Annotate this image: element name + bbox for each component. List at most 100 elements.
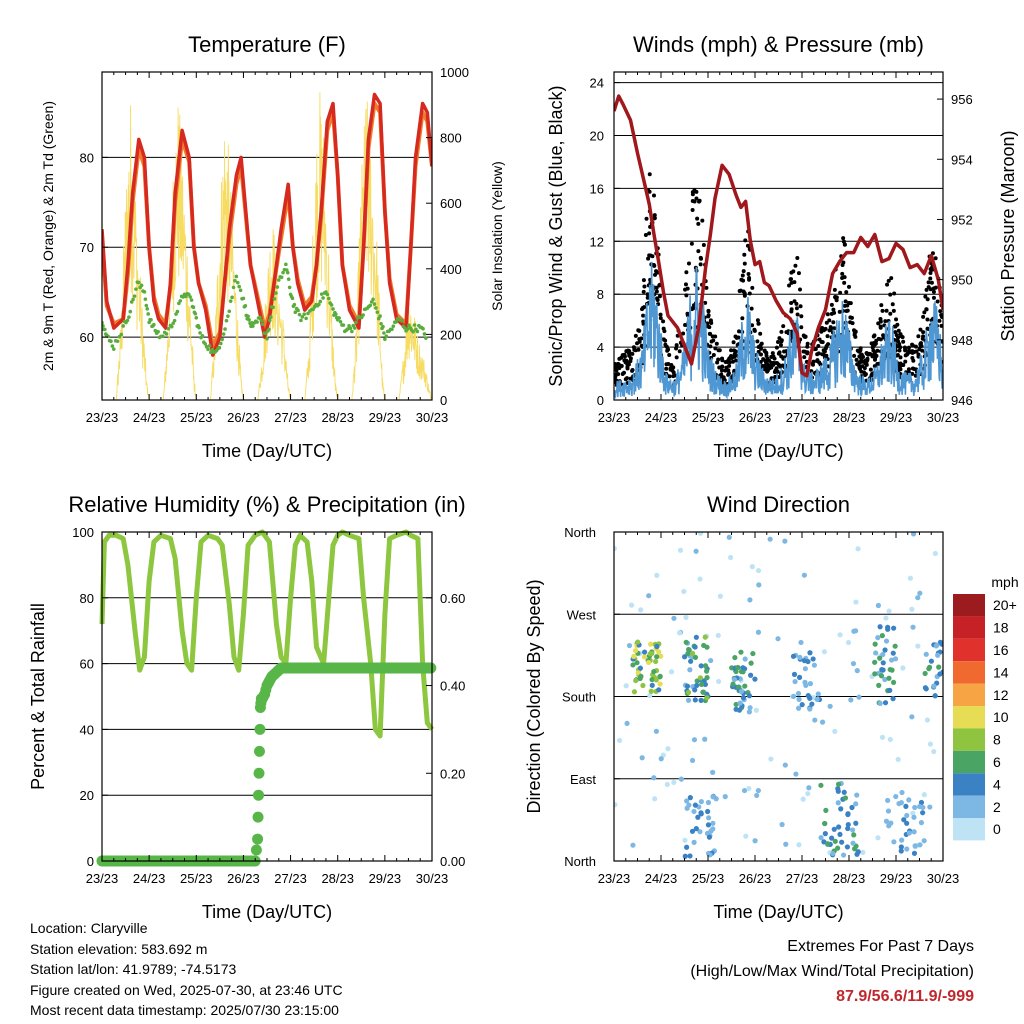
direction-point — [626, 642, 633, 649]
y-axis-label-right: Solar Insolation (Yellow) — [489, 161, 505, 311]
direction-point — [708, 657, 714, 664]
direction-point — [836, 824, 842, 830]
panel-temperature: Temperature (F) Time (Day/UTC) 23/23 24/23 2… — [40, 32, 505, 461]
gust-point — [742, 252, 747, 257]
direction-point — [821, 820, 828, 827]
dewpoint-point — [334, 312, 338, 317]
gust-point — [714, 341, 719, 346]
gust-point — [815, 359, 820, 364]
gust-point — [730, 359, 735, 364]
direction-point — [685, 651, 691, 657]
direction-point — [738, 688, 744, 695]
gust-point — [799, 325, 804, 330]
direction-point — [895, 756, 901, 763]
direction-point — [651, 775, 657, 781]
direction-point — [715, 632, 721, 639]
gust-point — [758, 359, 763, 364]
x-axis-label: Time (Day/UTC) — [713, 902, 843, 922]
dewpoint-point — [306, 311, 310, 316]
dewpoint-point — [368, 303, 373, 308]
panel-winds: Winds (mph) & Pressure (mb) Time (Day/UTC… — [546, 32, 1018, 461]
gust-point — [903, 359, 908, 364]
dewpoint-point — [204, 344, 209, 349]
gust-point — [781, 324, 786, 329]
dewpoint-point — [246, 314, 250, 319]
gust-point — [794, 301, 799, 306]
gust-point — [779, 354, 784, 359]
gust-point — [630, 368, 635, 373]
direction-point — [645, 659, 652, 666]
direction-point — [837, 831, 843, 838]
gust-point — [935, 299, 940, 304]
chart-title: Relative Humidity (%) & Precipitation (i… — [68, 492, 465, 517]
direction-point — [616, 737, 623, 744]
gust-point — [870, 371, 875, 376]
gust-point — [901, 363, 906, 368]
direction-point — [697, 829, 703, 835]
direction-point — [835, 781, 842, 787]
dewpoint-point — [258, 315, 262, 320]
direction-point — [877, 655, 883, 661]
direction-point — [911, 850, 918, 856]
direction-point — [750, 650, 756, 657]
gust-point — [831, 320, 836, 325]
y2-tick-label: 948 — [951, 333, 973, 348]
gust-point — [614, 363, 617, 368]
gust-point — [755, 339, 760, 344]
direction-point — [654, 572, 660, 578]
gust-point — [900, 335, 905, 340]
dewpoint-point — [422, 332, 427, 336]
direction-point — [692, 644, 698, 650]
gust-point — [759, 352, 764, 357]
direction-point — [851, 832, 857, 838]
direction-point — [654, 654, 660, 660]
gust-point — [616, 372, 621, 377]
direction-point — [796, 705, 802, 711]
y2-tick-label: 1000 — [440, 65, 469, 80]
x-tick-label: 30/23 — [927, 871, 960, 886]
direction-point — [854, 851, 860, 857]
dewpoint-point — [284, 262, 288, 267]
x-tick-label: 29/23 — [880, 410, 913, 425]
gust-point — [928, 276, 933, 281]
gust-point — [933, 256, 938, 261]
dewpoint-point — [184, 294, 188, 299]
direction-point — [684, 844, 690, 850]
gust-point — [774, 345, 779, 350]
gust-point — [777, 336, 782, 341]
gust-point — [898, 355, 903, 360]
direction-point — [809, 701, 815, 707]
gust-point — [905, 351, 910, 356]
direction-point — [877, 700, 883, 706]
dewpoint-point — [279, 275, 284, 280]
direction-point — [854, 792, 860, 798]
direction-point — [840, 852, 847, 858]
direction-point — [748, 660, 754, 666]
dewpoint-point — [143, 297, 148, 301]
dewpoint-point — [352, 326, 357, 330]
gust-point — [643, 233, 648, 238]
direction-point — [755, 629, 762, 635]
direction-point — [639, 755, 645, 761]
direction-point — [753, 707, 759, 713]
gust-point — [674, 346, 679, 351]
dewpoint-point — [142, 290, 147, 294]
dewpoint-point — [400, 318, 404, 323]
y-tick-label: North — [564, 525, 596, 540]
gust-point — [840, 271, 845, 276]
gust-point — [664, 362, 669, 367]
direction-point — [658, 653, 664, 659]
direction-point — [829, 835, 835, 841]
dewpoint-point — [331, 307, 335, 311]
direction-point — [717, 593, 723, 599]
dewpoint-point — [230, 295, 234, 300]
direction-point — [889, 667, 895, 673]
gust-point — [635, 341, 640, 346]
gust-point — [931, 289, 936, 294]
y-tick-label: 60 — [80, 330, 94, 345]
dewpoint-point — [203, 342, 208, 346]
gust-point — [663, 342, 668, 347]
gust-point — [937, 318, 942, 323]
gust-point — [698, 255, 703, 260]
